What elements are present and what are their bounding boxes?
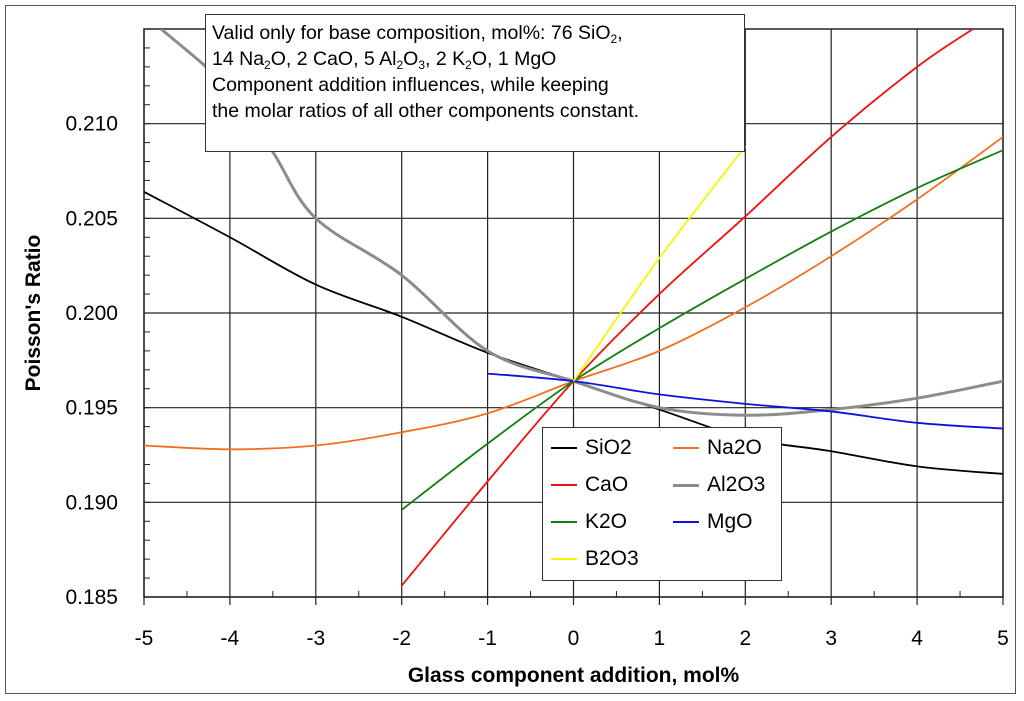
x-tick-label: -1 <box>478 627 497 650</box>
legend-swatch <box>551 558 577 560</box>
y-axis-title: Poisson's Ratio <box>22 235 45 392</box>
legend-label: SiO2 <box>585 436 632 459</box>
x-axis-title: Glass component addition, mol% <box>408 664 740 687</box>
series-line-cao <box>401 29 974 587</box>
y-tick-label: 0.200 <box>65 302 118 325</box>
annotation-box: Valid only for base composition, mol%: 7… <box>205 14 745 152</box>
y-tick-label: 0.190 <box>65 491 118 514</box>
x-tick-label: -2 <box>392 627 411 650</box>
x-tick-label: 5 <box>997 627 1009 650</box>
legend: SiO2 Na2O CaO Al2O3 K2O MgO B2O3 <box>542 427 782 581</box>
annotation-text: 2 <box>264 58 271 72</box>
legend-label: Na2O <box>707 436 762 459</box>
annotation-line: 14 Na2O, 2 CaO, 5 Al2O3, 2 K2O, 1 MgO <box>212 46 738 72</box>
annotation-line: Component addition influences, while kee… <box>212 72 738 98</box>
y-tick-label: 0.195 <box>65 397 118 420</box>
annotation-text: 2 <box>465 58 472 72</box>
legend-swatch <box>673 483 699 487</box>
legend-item-k2o: K2O <box>551 510 627 534</box>
y-tick-label: 0.185 <box>65 586 118 609</box>
annotation-text: Component addition influences, while kee… <box>212 74 609 96</box>
series-line-b2o3 <box>572 145 747 382</box>
annotation-line: Valid only for base composition, mol%: 7… <box>212 20 738 46</box>
legend-swatch <box>673 521 699 523</box>
annotation-text: the molar ratios of all other components… <box>212 100 640 122</box>
annotation-text: , <box>617 22 623 44</box>
legend-item-na2o: Na2O <box>673 436 762 460</box>
legend-item-b2o3: B2O3 <box>551 547 639 571</box>
series-group <box>144 29 1003 587</box>
figure-frame <box>5 5 1016 694</box>
y-tick-label: 0.205 <box>65 207 118 230</box>
x-tick-label: -4 <box>221 627 240 650</box>
annotation-text: O, 2 CaO, 5 Al <box>270 48 397 70</box>
legend-item-cao: CaO <box>551 473 628 497</box>
legend-item-al2o3: Al2O3 <box>673 473 765 497</box>
y-tick-label: 0.210 <box>65 113 118 136</box>
legend-label: Al2O3 <box>707 473 766 496</box>
x-tick-label: 4 <box>911 627 923 650</box>
legend-label: K2O <box>585 510 628 533</box>
annotation-text: 2 <box>610 32 618 46</box>
x-tick-label: 1 <box>654 627 666 650</box>
series-line-al2o3 <box>160 29 1003 417</box>
annotation-text: O, 1 MgO <box>471 48 557 70</box>
x-tick-label: -3 <box>306 627 325 650</box>
x-tick-label: -5 <box>135 627 154 650</box>
x-tick-label: 2 <box>739 627 751 650</box>
legend-label: B2O3 <box>585 547 639 570</box>
legend-swatch <box>551 484 577 486</box>
legend-item-mgo: MgO <box>673 510 753 534</box>
x-tick-label: 0 <box>568 627 580 650</box>
series-line-k2o <box>401 149 1003 511</box>
annotation-line: the molar ratios of all other components… <box>212 98 738 124</box>
legend-swatch <box>551 447 577 449</box>
annotation-text: O <box>403 48 419 70</box>
x-tick-label: 3 <box>825 627 837 650</box>
legend-item-sio2: SiO2 <box>551 436 632 460</box>
annotation-text: , 2 K <box>425 48 466 70</box>
legend-swatch <box>673 447 699 449</box>
annotation-text: 2 <box>396 58 404 72</box>
legend-label: CaO <box>585 473 629 496</box>
annotation-text: Valid only for base composition, mol%: 7… <box>212 22 611 44</box>
legend-swatch <box>551 521 577 523</box>
annotation-text: 14 Na <box>212 48 265 70</box>
annotation-text: 3 <box>418 58 426 72</box>
legend-label: MgO <box>707 510 753 533</box>
